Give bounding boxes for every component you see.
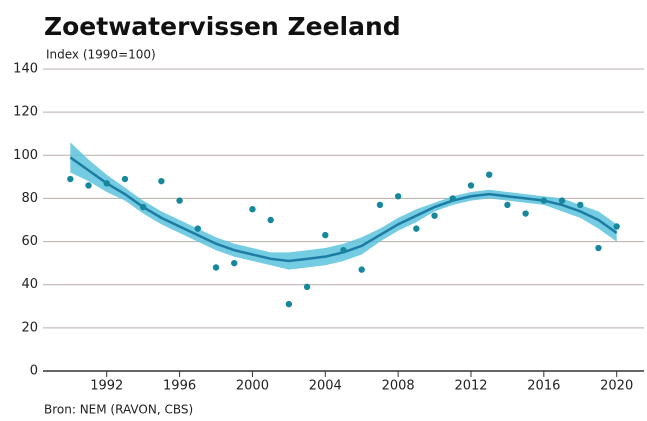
- data-point: [303, 283, 311, 291]
- confidence-band: [70, 142, 617, 270]
- x-tick-label: 2000: [236, 379, 269, 394]
- data-point: [267, 216, 274, 224]
- data-point: [322, 231, 329, 239]
- data-point: [340, 247, 347, 254]
- data-point: [504, 201, 511, 209]
- data-point: [595, 244, 602, 252]
- y-tick-label: 120: [13, 105, 38, 120]
- x-tick-label: 2004: [309, 379, 342, 394]
- data-point: [449, 195, 456, 202]
- data-point: [558, 197, 566, 204]
- source-note: Bron: NEM (RAVON, CBS): [44, 403, 193, 417]
- data-point: [194, 225, 202, 232]
- y-tick-label: 140: [13, 62, 38, 77]
- data-point: [103, 180, 110, 187]
- x-tick-label: 2016: [527, 379, 560, 394]
- data-point: [249, 206, 256, 213]
- x-tick-label: 1992: [90, 379, 123, 394]
- x-tick-label: 2020: [600, 379, 633, 394]
- data-point: [67, 175, 74, 183]
- data-point: [467, 182, 475, 189]
- data-point: [85, 182, 92, 189]
- data-point: [522, 210, 529, 217]
- data-point: [413, 225, 420, 232]
- y-tick-label: 60: [21, 234, 38, 249]
- chart-subtitle: Index (1990=100): [46, 48, 156, 62]
- data-point: [540, 197, 548, 204]
- y-tick-label: 100: [13, 148, 38, 163]
- chart-title: Zoetwatervissen Zeeland: [44, 12, 401, 41]
- y-tick-label: 40: [21, 277, 38, 292]
- data-point: [231, 259, 238, 267]
- data-point: [577, 201, 584, 209]
- data-point: [485, 171, 493, 178]
- data-point: [613, 223, 620, 230]
- data-point: [158, 177, 165, 185]
- data-point: [285, 300, 293, 308]
- data-point: [394, 193, 402, 200]
- data-point: [121, 175, 129, 183]
- data-point: [176, 197, 183, 204]
- data-point: [212, 264, 220, 271]
- y-tick-label: 0: [30, 364, 38, 379]
- data-point: [376, 201, 384, 209]
- data-point: [431, 212, 438, 219]
- x-tick-label: 2012: [454, 379, 487, 394]
- data-point: [358, 266, 365, 273]
- data-point: [139, 203, 147, 211]
- x-tick-label: 2008: [382, 379, 415, 394]
- x-tick-label: 1996: [163, 379, 196, 394]
- y-tick-label: 80: [21, 191, 38, 206]
- y-tick-label: 20: [21, 320, 38, 335]
